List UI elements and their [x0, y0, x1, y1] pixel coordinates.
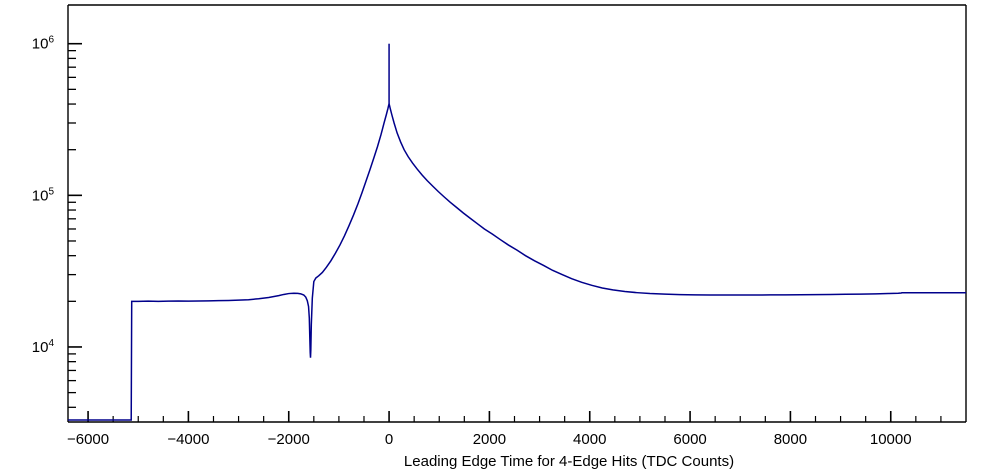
x-axis-title: Leading Edge Time for 4-Edge Hits (TDC C… — [404, 453, 734, 470]
y-tick-label: 106 — [32, 35, 55, 53]
axis-frame — [67, 4, 967, 423]
x-tick-label: 0 — [385, 431, 393, 448]
histogram-trace — [68, 101, 966, 421]
y-axis-tick-labels: 104 105 106 — [32, 35, 55, 356]
y-tick-label: 104 — [32, 338, 55, 356]
x-tick-label: −6000 — [67, 431, 109, 448]
x-axis-tick-labels: −6000 −4000 −2000 0 2000 4000 6000 8000 10000 Lea… — [67, 431, 912, 470]
y-axis-ticks — [68, 42, 82, 408]
x-tick-label: 10000 — [870, 431, 912, 448]
x-axis-ticks — [87, 411, 942, 422]
x-tick-label: 6000 — [673, 431, 706, 448]
data-series-line — [68, 101, 966, 421]
x-tick-label: −4000 — [167, 431, 209, 448]
x-tick-label: 2000 — [473, 431, 506, 448]
x-tick-label: 8000 — [774, 431, 807, 448]
x-tick-label: 4000 — [573, 431, 606, 448]
x-tick-label: −2000 — [268, 431, 310, 448]
y-tick-label: 105 — [32, 186, 55, 204]
